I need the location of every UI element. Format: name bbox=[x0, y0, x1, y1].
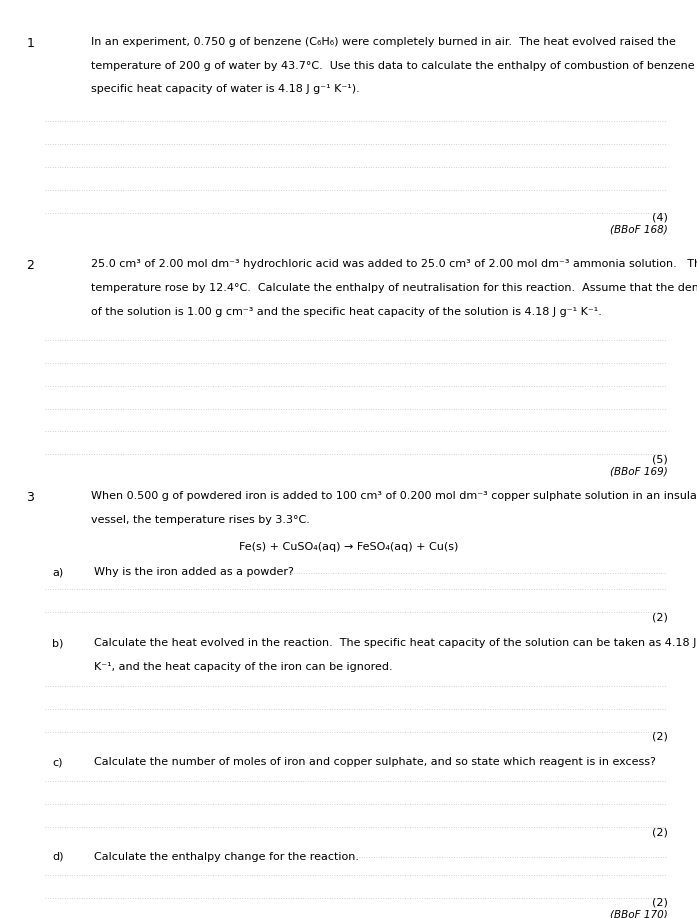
Text: (BBoF 168): (BBoF 168) bbox=[610, 225, 668, 235]
Text: (2): (2) bbox=[652, 898, 668, 908]
Text: Calculate the heat evolved in the reaction.  The specific heat capacity of the s: Calculate the heat evolved in the reacti… bbox=[94, 638, 697, 648]
Text: of the solution is 1.00 g cm⁻³ and the specific heat capacity of the solution is: of the solution is 1.00 g cm⁻³ and the s… bbox=[91, 307, 602, 317]
Text: temperature rose by 12.4°C.  Calculate the enthalpy of neutralisation for this r: temperature rose by 12.4°C. Calculate th… bbox=[91, 283, 697, 293]
Text: (BBoF 169): (BBoF 169) bbox=[610, 466, 668, 476]
Text: (2): (2) bbox=[652, 732, 668, 742]
Text: b): b) bbox=[52, 638, 63, 648]
Text: d): d) bbox=[52, 852, 63, 862]
Text: (4): (4) bbox=[652, 213, 668, 223]
Text: a): a) bbox=[52, 567, 63, 577]
Text: Calculate the enthalpy change for the reaction.: Calculate the enthalpy change for the re… bbox=[94, 852, 359, 862]
Text: 2: 2 bbox=[26, 259, 34, 272]
Text: Calculate the number of moles of iron and copper sulphate, and so state which re: Calculate the number of moles of iron an… bbox=[94, 757, 656, 767]
Text: In an experiment, 0.750 g of benzene (C₆H₆) were completely burned in air.  The : In an experiment, 0.750 g of benzene (C₆… bbox=[91, 37, 675, 47]
Text: When 0.500 g of powdered iron is added to 100 cm³ of 0.200 mol dm⁻³ copper sulph: When 0.500 g of powdered iron is added t… bbox=[91, 491, 697, 501]
Text: (2): (2) bbox=[652, 612, 668, 622]
Text: (2): (2) bbox=[652, 827, 668, 837]
Text: (BBoF 170): (BBoF 170) bbox=[610, 910, 668, 918]
Text: vessel, the temperature rises by 3.3°C.: vessel, the temperature rises by 3.3°C. bbox=[91, 515, 309, 525]
Text: Fe(s) + CuSO₄(aq) → FeSO₄(aq) + Cu(s): Fe(s) + CuSO₄(aq) → FeSO₄(aq) + Cu(s) bbox=[239, 542, 458, 552]
Text: 3: 3 bbox=[26, 491, 34, 504]
Text: specific heat capacity of water is 4.18 J g⁻¹ K⁻¹).: specific heat capacity of water is 4.18 … bbox=[91, 84, 360, 95]
Text: 1: 1 bbox=[26, 37, 34, 50]
Text: 25.0 cm³ of 2.00 mol dm⁻³ hydrochloric acid was added to 25.0 cm³ of 2.00 mol dm: 25.0 cm³ of 2.00 mol dm⁻³ hydrochloric a… bbox=[91, 259, 697, 269]
Text: (5): (5) bbox=[652, 454, 668, 465]
Text: c): c) bbox=[52, 757, 63, 767]
Text: K⁻¹, and the heat capacity of the iron can be ignored.: K⁻¹, and the heat capacity of the iron c… bbox=[94, 662, 392, 672]
Text: Why is the iron added as a powder?: Why is the iron added as a powder? bbox=[94, 567, 294, 577]
Text: temperature of 200 g of water by 43.7°C.  Use this data to calculate the enthalp: temperature of 200 g of water by 43.7°C.… bbox=[91, 61, 697, 71]
